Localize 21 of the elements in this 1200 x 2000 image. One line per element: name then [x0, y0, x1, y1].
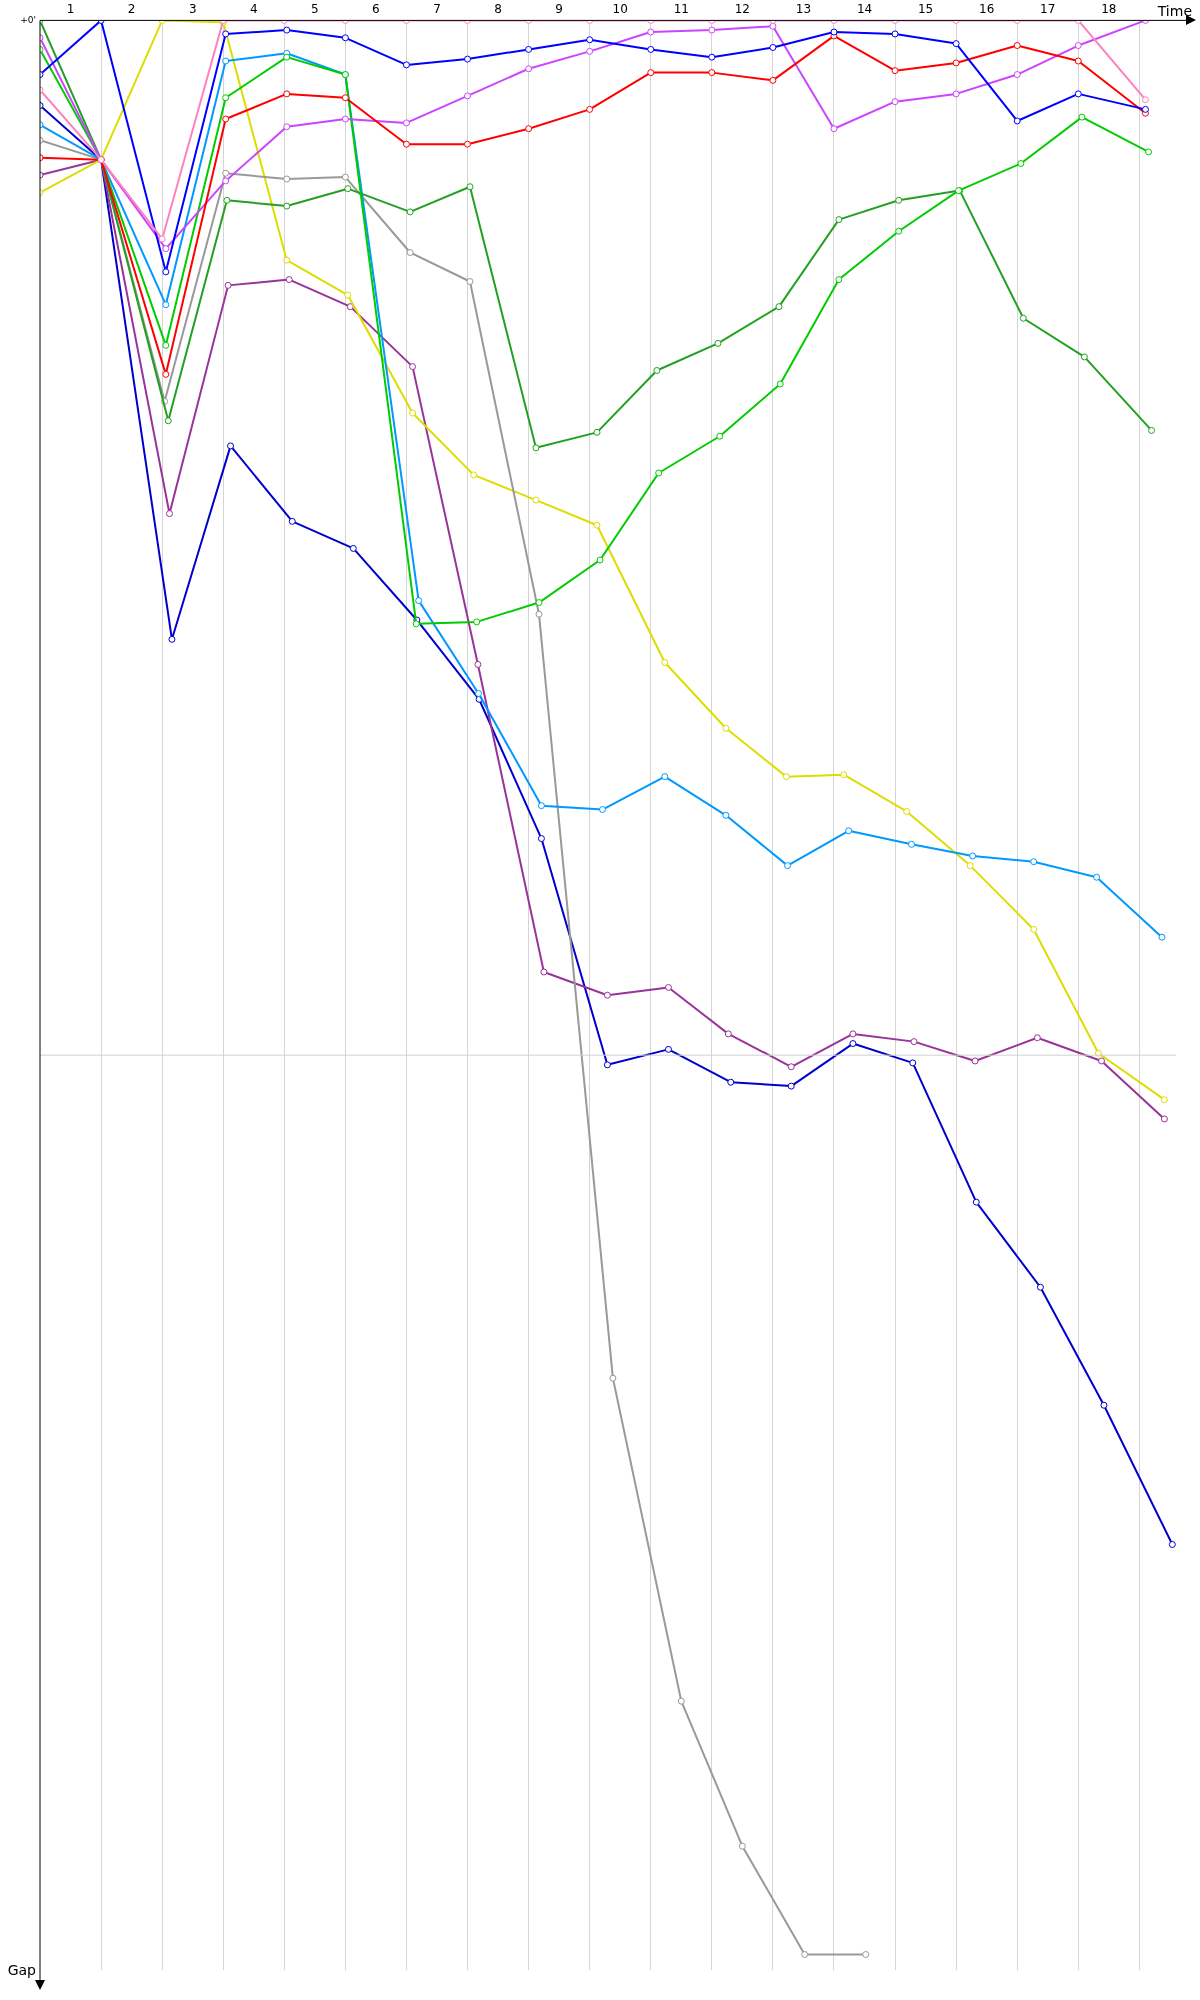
x-axis-title: Time [1156, 3, 1192, 20]
x-tick-label: 7 [433, 2, 441, 17]
x-tick-label: 3 [188, 2, 197, 17]
x-tick-label: 4 [249, 2, 258, 17]
x-tick-label: 1 [66, 2, 75, 17]
x-tick-label: 6 [372, 2, 380, 17]
x-tick-label: 15 [917, 2, 934, 17]
x-tick-label: 10 [612, 2, 628, 17]
x-tick-label: 2 [127, 2, 136, 17]
x-tick-label: 14 [856, 2, 873, 17]
y-axis-title: Gap [7, 1961, 37, 1978]
x-tick-label: 5 [311, 2, 319, 17]
x-tick-label: 17 [1040, 2, 1056, 17]
x-tick-label: 11 [673, 2, 689, 17]
x-tick-label: 9 [555, 2, 563, 17]
x-tick-label: 13 [795, 2, 812, 17]
text: +0' [20, 14, 36, 25]
x-tick-label: 16 [979, 2, 995, 17]
x-tick-label: 8 [494, 2, 502, 17]
x-tick-label: 18 [1101, 2, 1117, 17]
x-tick-label: 12 [734, 2, 751, 17]
